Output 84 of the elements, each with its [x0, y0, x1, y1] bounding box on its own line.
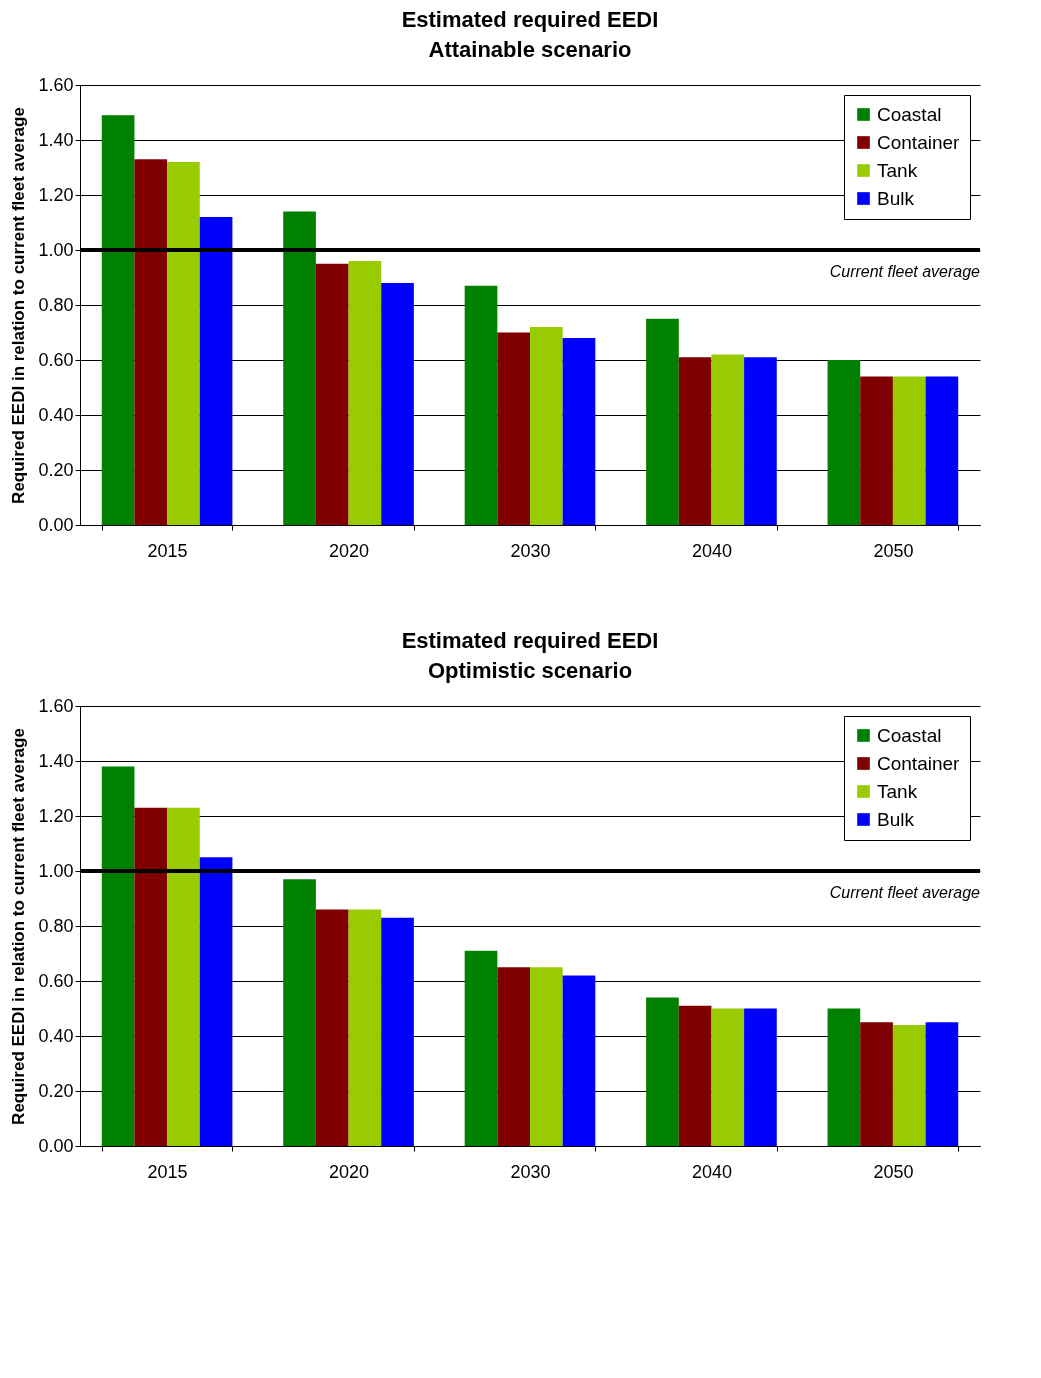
bar: [827, 360, 861, 525]
bar: [199, 857, 233, 1146]
y-tick-label: 1.40: [38, 750, 74, 771]
bar: [892, 376, 926, 525]
y-axis-title: Required EEDI in relation to current fleet average: [9, 107, 29, 504]
chart-subtitle: Optimistic scenario: [427, 658, 633, 683]
y-tick-label: 0.60: [38, 970, 74, 991]
bar: [381, 283, 414, 525]
ref-line-label: Current fleet average: [829, 263, 981, 280]
x-tick-label: 2040: [691, 1161, 732, 1182]
legend-label: Tank: [877, 780, 918, 802]
bar: [711, 1008, 745, 1146]
bar: [283, 211, 316, 525]
bar: [925, 376, 959, 525]
x-tick-label: 2030: [510, 1161, 551, 1182]
bar: [134, 807, 168, 1146]
legend-label: Tank: [877, 159, 918, 181]
y-tick-label: 1.00: [38, 860, 74, 881]
y-tick-label: 0.60: [38, 349, 74, 370]
y-tick-label: 1.00: [38, 239, 74, 260]
x-tick-label: 2050: [873, 540, 914, 561]
x-tick-label: 2015: [147, 1161, 188, 1182]
y-tick-label: 0.20: [38, 1080, 74, 1101]
bar: [860, 1022, 893, 1146]
bar: [744, 1008, 777, 1146]
bar: [530, 967, 563, 1146]
y-tick-label: 1.20: [38, 805, 74, 826]
y-tick-label: 0.40: [38, 404, 74, 425]
bar: [678, 357, 712, 525]
bar: [167, 162, 200, 525]
y-tick-label: 0.80: [38, 915, 74, 936]
bar: [101, 115, 135, 525]
bar: [744, 357, 777, 525]
y-tick-label: 0.20: [38, 459, 74, 480]
legend-label: Coastal: [877, 724, 942, 746]
bar: [678, 1005, 712, 1146]
x-tick-label: 2020: [329, 1161, 370, 1182]
bar: [711, 354, 745, 525]
bar: [464, 285, 498, 525]
bar: [381, 917, 414, 1146]
legend-label: Bulk: [877, 808, 915, 830]
y-tick-label: 1.60: [38, 695, 74, 716]
bar: [646, 997, 679, 1146]
bar: [562, 975, 596, 1146]
y-tick-label: 1.40: [38, 129, 74, 150]
bar: [464, 950, 498, 1146]
legend-label: Container: [877, 752, 961, 774]
y-tick-label: 0.80: [38, 294, 74, 315]
bar: [925, 1022, 959, 1146]
y-tick-label: 0.00: [38, 1135, 74, 1156]
y-tick-label: 1.60: [38, 74, 74, 95]
bar: [497, 967, 530, 1146]
y-tick-label: 0.00: [38, 514, 74, 535]
legend-label: Bulk: [877, 187, 915, 209]
bar: [101, 766, 135, 1146]
bar: [167, 807, 200, 1146]
chart-title: Estimated required EEDI: [401, 7, 659, 32]
bar: [315, 263, 349, 525]
y-axis-title: Required EEDI in relation to current fleet average: [9, 728, 29, 1125]
bar: [134, 159, 168, 525]
bar: [827, 1008, 861, 1146]
bar: [315, 909, 349, 1146]
bar: [283, 879, 316, 1146]
chart-title: Estimated required EEDI: [401, 628, 659, 653]
x-tick-label: 2020: [329, 540, 370, 561]
x-tick-label: 2030: [510, 540, 551, 561]
chart-subtitle: Attainable scenario: [428, 37, 632, 62]
y-tick-label: 0.40: [38, 1025, 74, 1046]
bar: [497, 332, 530, 525]
bar: [348, 261, 382, 525]
x-tick-label: 2040: [691, 540, 732, 561]
legend-label: Coastal: [877, 103, 942, 125]
x-tick-label: 2015: [147, 540, 188, 561]
ref-line-label: Current fleet average: [829, 884, 981, 901]
bar: [562, 338, 596, 525]
bar: [199, 217, 233, 525]
bar: [646, 318, 679, 525]
y-tick-label: 1.20: [38, 184, 74, 205]
bar: [860, 376, 893, 525]
x-tick-label: 2050: [873, 1161, 914, 1182]
legend-label: Container: [877, 131, 961, 153]
bar: [348, 909, 382, 1146]
bar: [530, 327, 563, 525]
bar: [892, 1025, 926, 1146]
